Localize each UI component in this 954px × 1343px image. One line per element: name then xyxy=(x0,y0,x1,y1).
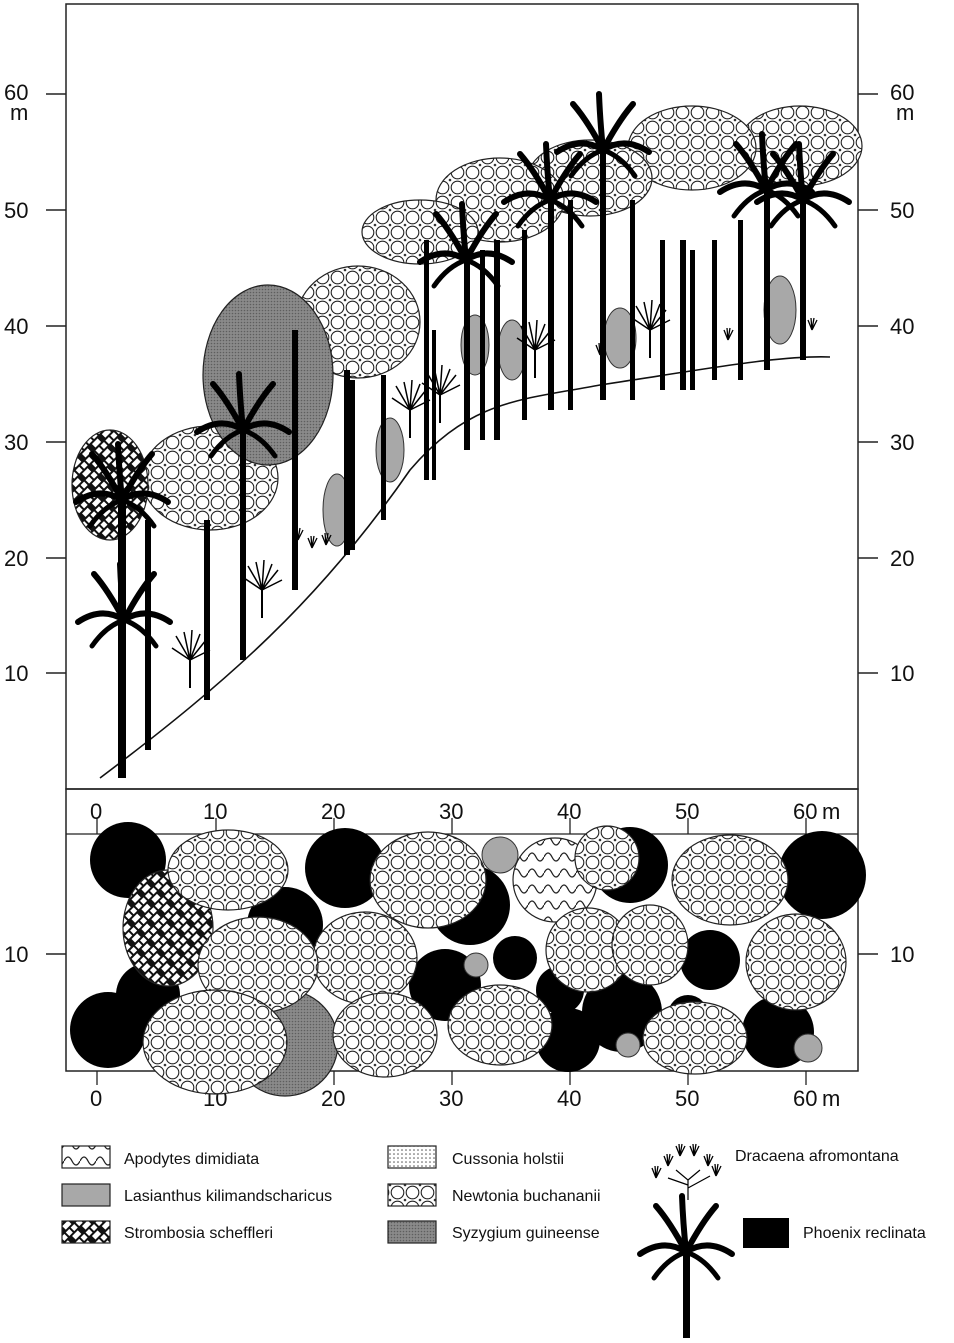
profile-ytick-30-right: 30 xyxy=(890,430,914,455)
plan-newtonia-crown xyxy=(312,911,418,1005)
profile-ytick-40-left: 40 xyxy=(4,314,28,339)
plan-newtonia-crown xyxy=(745,913,847,1011)
plan-xunit-top: m xyxy=(822,799,840,824)
profile-lasianthus-crown xyxy=(497,319,527,381)
profile-y-axis-right: 10 20 30 40 50 60 m xyxy=(858,80,914,686)
plan-xtick-top-0: 0 xyxy=(90,799,102,824)
legend-label-lasianthus: Lasianthus kilimandscharicus xyxy=(124,1188,332,1205)
profile-ytick-10-left: 10 xyxy=(4,661,28,686)
profile-ytick-30-left: 30 xyxy=(4,430,28,455)
plan-lasianthus-crown xyxy=(615,1032,641,1058)
plan-newtonia-crown xyxy=(369,831,487,929)
plan-lasianthus-crown xyxy=(481,836,519,874)
legend-item-lasianthus: Lasianthus kilimandscharicus xyxy=(61,1183,332,1207)
profile-ytick-40-right: 40 xyxy=(890,314,914,339)
legend-label-cussonia: Cussonia holstii xyxy=(452,1151,564,1168)
plan-newtonia-crown xyxy=(611,904,689,986)
profile-unit-left: m xyxy=(10,100,28,125)
legend-item-apodytes: Apodytes dimidiata xyxy=(61,1145,259,1169)
plan-phoenix-crown xyxy=(493,936,537,980)
legend: Apodytes dimidiata Lasianthus kilimandsc… xyxy=(61,1143,926,1338)
profile-strombosia-crown xyxy=(71,429,149,541)
legend-label-strombosia: Strombosia scheffleri xyxy=(124,1225,273,1242)
plan-xtick-top-20: 20 xyxy=(321,799,345,824)
legend-item-newtonia: Newtonia buchananii xyxy=(387,1183,601,1207)
profile-ytick-60-left: 60 xyxy=(4,80,28,105)
plan-newtonia-crown xyxy=(574,825,640,891)
plan-phoenix-crown xyxy=(680,930,740,990)
legend-item-phoenix: Phoenix reclinata xyxy=(640,1196,926,1338)
plan-xtick-bottom-60: 60 xyxy=(793,1086,817,1111)
plan-ytick-10-right: 10 xyxy=(890,942,914,967)
legend-item-cussonia: Cussonia holstii xyxy=(387,1145,564,1169)
legend-label-syzygium: Syzygium guineense xyxy=(452,1225,600,1242)
plan-xtick-bottom-50: 50 xyxy=(675,1086,699,1111)
plan-lasianthus-crown xyxy=(463,952,489,978)
plan-newtonia-crown xyxy=(332,992,438,1078)
plan-xtick-top-40: 40 xyxy=(557,799,581,824)
plan-x-axis-top: 0 10 20 30 40 50 60 m xyxy=(90,799,840,834)
plan-xtick-bottom-40: 40 xyxy=(557,1086,581,1111)
plan-xtick-bottom-30: 30 xyxy=(439,1086,463,1111)
plan-xtick-bottom-0: 0 xyxy=(90,1086,102,1111)
plan-xtick-top-60: 60 xyxy=(793,799,817,824)
plan-phoenix-crown xyxy=(582,972,662,1052)
profile-canopies xyxy=(71,105,863,547)
plan-lasianthus-crown xyxy=(793,1033,823,1063)
plan-xunit-bottom: m xyxy=(822,1086,840,1111)
legend-label-newtonia: Newtonia buchananii xyxy=(452,1188,601,1205)
profile-ytick-50-right: 50 xyxy=(890,198,914,223)
legend-item-strombosia: Strombosia scheffleri xyxy=(61,1220,273,1244)
plan-xtick-bottom-20: 20 xyxy=(321,1086,345,1111)
profile-unit-right: m xyxy=(896,100,914,125)
profile-ytick-10-right: 10 xyxy=(890,661,914,686)
plan-phoenix-crown xyxy=(305,828,385,908)
plan-xtick-top-30: 30 xyxy=(439,799,463,824)
legend-label-dracaena: Dracaena afromontana xyxy=(735,1148,899,1165)
legend-item-syzygium: Syzygium guineense xyxy=(387,1220,600,1244)
profile-ytick-20-right: 20 xyxy=(890,546,914,571)
profile-syzygium-crown xyxy=(202,284,334,466)
plan-frame xyxy=(65,788,859,1072)
plan-newtonia-crown xyxy=(642,1001,748,1075)
plan-newtonia-crown xyxy=(671,834,789,926)
plan-crowns xyxy=(70,822,866,1097)
dracaena-symbol-icon xyxy=(651,1143,722,1200)
plan-newtonia-crown xyxy=(142,989,288,1095)
phoenix-palm-icon xyxy=(640,1196,732,1338)
profile-y-axis-left: 10 20 30 40 50 60 m xyxy=(4,80,66,686)
plan-xtick-top-50: 50 xyxy=(675,799,699,824)
plan-xtick-top-10: 10 xyxy=(203,799,227,824)
profile-slope-line xyxy=(99,356,831,779)
profile-ytick-50-left: 50 xyxy=(4,198,28,223)
plan-phoenix-crown xyxy=(778,831,866,919)
plan-newtonia-crown xyxy=(167,829,289,911)
legend-label-apodytes: Apodytes dimidiata xyxy=(124,1151,259,1168)
plan-y-axis: 10 10 xyxy=(4,942,914,967)
plan-ytick-10-left: 10 xyxy=(4,942,28,967)
plan-x-axis-bottom: 0 10 20 30 40 50 60 m xyxy=(90,1071,840,1111)
legend-item-dracaena: Dracaena afromontana xyxy=(651,1143,899,1200)
profile-trunks xyxy=(118,140,806,778)
legend-label-phoenix: Phoenix reclinata xyxy=(803,1225,926,1242)
profile-lasianthus-crown xyxy=(375,417,405,483)
phoenix-swatch xyxy=(743,1218,789,1248)
profile-ytick-20-left: 20 xyxy=(4,546,28,571)
plan-phoenix-crown xyxy=(70,992,146,1068)
plan-newtonia-crown xyxy=(447,984,553,1066)
profile-ytick-60-right: 60 xyxy=(890,80,914,105)
